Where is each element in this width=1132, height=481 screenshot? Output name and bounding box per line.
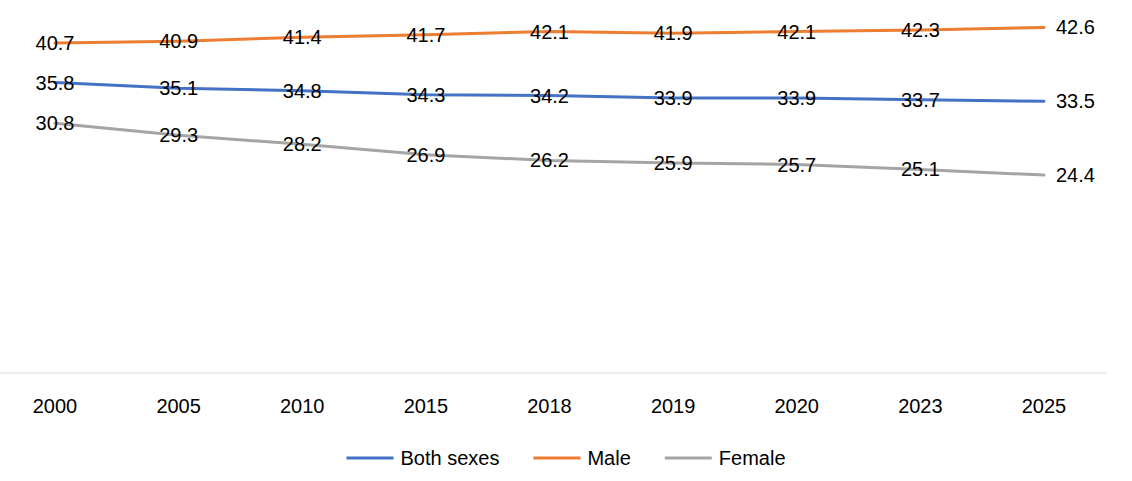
legend-label: Both sexes xyxy=(401,447,500,469)
legend-swatch xyxy=(347,457,394,460)
data-label: 25.7 xyxy=(777,154,816,176)
legend-item: Female xyxy=(665,447,786,469)
data-label: 42.1 xyxy=(530,21,569,43)
data-label: 42.6 xyxy=(1056,16,1095,38)
data-label: 24.4 xyxy=(1056,164,1095,186)
x-tick-label: 2019 xyxy=(651,395,696,417)
data-label: 35.8 xyxy=(36,72,75,94)
legend-label: Female xyxy=(719,447,786,469)
data-label: 35.1 xyxy=(159,77,198,99)
data-label: 34.8 xyxy=(283,80,322,102)
data-label: 33.5 xyxy=(1056,90,1095,112)
data-label: 25.9 xyxy=(654,152,693,174)
lines xyxy=(55,27,1044,175)
data-label: 33.9 xyxy=(654,87,693,109)
x-tick-label: 2020 xyxy=(775,395,820,417)
data-label: 30.8 xyxy=(36,112,75,134)
legend-item: Male xyxy=(533,447,630,469)
x-tick-label: 2005 xyxy=(156,395,201,417)
data-label: 40.7 xyxy=(36,32,75,54)
legend-swatch xyxy=(533,457,580,460)
data-label: 41.4 xyxy=(283,26,322,48)
x-tick-label: 2023 xyxy=(898,395,943,417)
data-label: 29.3 xyxy=(159,124,198,146)
data-label: 26.9 xyxy=(406,144,445,166)
data-label: 41.7 xyxy=(406,24,445,46)
x-tick-label: 2000 xyxy=(33,395,78,417)
x-tick-label: 2010 xyxy=(280,395,325,417)
x-tick-label: 2018 xyxy=(527,395,572,417)
data-label: 34.2 xyxy=(530,85,569,107)
x-tick-label: 2025 xyxy=(1022,395,1067,417)
data-label: 33.7 xyxy=(901,89,940,111)
data-label: 28.2 xyxy=(283,133,322,155)
data-label: 34.3 xyxy=(406,84,445,106)
legend-label: Male xyxy=(587,447,630,469)
legend-item: Both sexes xyxy=(347,447,500,469)
legend-swatch xyxy=(665,457,712,460)
data-label: 26.2 xyxy=(530,149,569,171)
data-label: 41.9 xyxy=(654,22,693,44)
legend: Both sexes Male Female xyxy=(347,447,786,469)
x-tick-label: 2015 xyxy=(404,395,449,417)
data-label: 33.9 xyxy=(777,87,816,109)
data-label: 40.9 xyxy=(159,30,198,52)
series-line xyxy=(55,123,1044,175)
data-label: 25.1 xyxy=(901,158,940,180)
chart: 2000 2005 2010 2015 2018 2019 2020 2023 2025 35.8… xyxy=(0,0,1132,481)
x-axis-line xyxy=(0,373,1107,374)
data-label: 42.1 xyxy=(777,21,816,43)
data-labels: 35.8 35.1 34.8 34.3 34.2 33.9 33.9 33.7 33.5 40.7… xyxy=(36,16,1095,186)
data-label: 42.3 xyxy=(901,19,940,41)
